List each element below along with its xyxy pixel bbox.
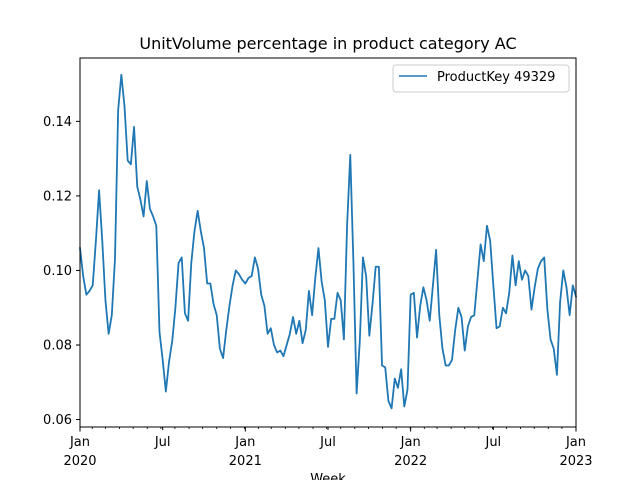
legend-label: ProductKey 49329 <box>437 70 555 85</box>
x-tick-label: Jan <box>69 435 90 450</box>
x-tick-label: Jul <box>319 435 336 450</box>
x-tick-label-year: 2020 <box>63 454 96 469</box>
x-tick-label-year: 2023 <box>559 454 592 469</box>
x-tick-label-year: 2022 <box>394 454 427 469</box>
series-line-0 <box>79 73 578 410</box>
legend-box <box>392 64 570 93</box>
x-tick-label-year: 2021 <box>229 454 262 469</box>
y-tick-label: 0.08 <box>43 339 72 354</box>
x-tick-label: Jan <box>234 435 255 450</box>
y-tick-label: 0.06 <box>43 413 72 428</box>
x-tick-label: Jul <box>154 435 171 450</box>
x-tick-label: Jul <box>484 435 501 450</box>
x-tick-label: Jan <box>565 435 586 450</box>
series-layer <box>79 73 578 410</box>
legend: ProductKey 49329 <box>392 64 570 93</box>
y-tick-label: 0.14 <box>43 115 72 130</box>
y-tick-label: 0.12 <box>43 189 72 204</box>
y-tick-label: 0.10 <box>43 264 72 279</box>
y-axis: 0.06 0.08 0.10 0.12 0.14 <box>43 115 80 428</box>
x-tick-label: Jan <box>400 435 421 450</box>
x-axis: Jan 2020 Jul Jan 2021 Jul Jan 2022 Jul Jan 2023 <box>63 427 593 469</box>
chart-title: UnitVolume percentage in product categor… <box>139 34 516 53</box>
x-axis-label: Week <box>310 472 346 480</box>
